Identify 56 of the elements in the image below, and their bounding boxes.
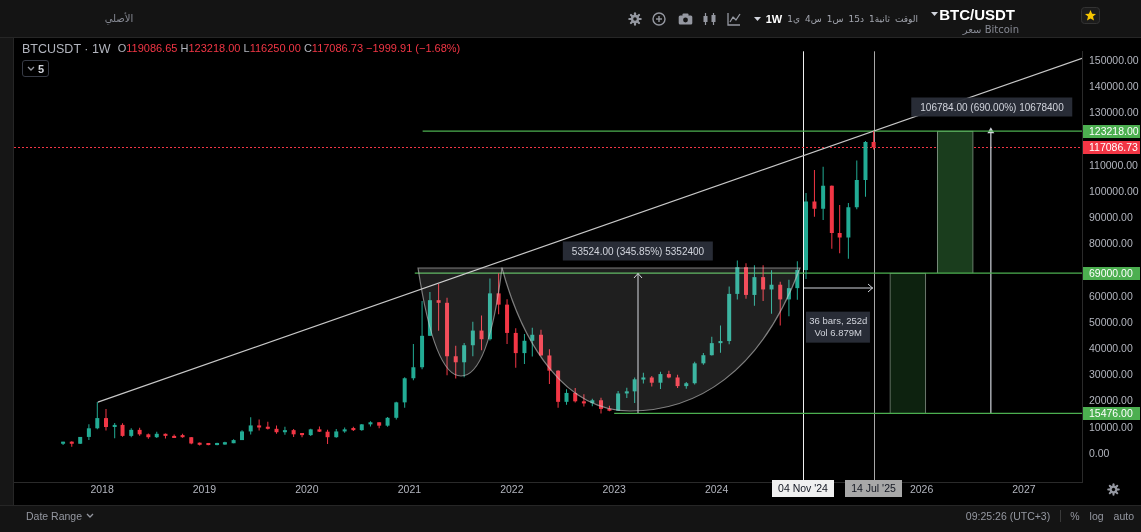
chart-title: BTC/USDT [939,5,1015,23]
candlestick [436,283,441,331]
y-tick-label: 110000.00 [1089,158,1139,171]
text: 09:25:26 (UTC+3) [965,509,1051,522]
text: log [1089,509,1104,522]
text: 15د [848,14,864,24]
x-tick-label: 2026 [909,483,934,496]
candlestick [581,394,586,407]
y-tick-label: 10000.00 [1089,420,1133,433]
annotation: BTCUSDT · 1W [22,41,111,56]
ref-line-label: 04 Nov '24 [778,481,829,494]
x-tick-label: 2023 [602,483,627,496]
x-tick-label: 2018 [90,483,114,496]
text: Date Range [26,509,83,522]
y-tick-label: 80000.00 [1089,237,1133,250]
y-tick-label: 100000.00 [1089,184,1139,197]
x-tick-label: 2022 [500,483,524,496]
y-tick-label: 90000.00 [1089,211,1133,224]
text: O119086.65 H123218.00 L116250.00 C117086.73 −1999.91 (−1.68%) [117,42,461,55]
y-tick-label: 0.00 [1089,446,1110,459]
text: 1س [826,14,844,24]
candlestick [718,325,723,353]
annotation: 36 bars, 252d [809,314,868,327]
y-tick-label: 30000.00 [1089,368,1133,381]
y-tick-label: 140000.00 [1089,80,1139,93]
x-tick-label: 2024 [704,483,729,496]
data-label: 69000.00 [1089,266,1133,279]
ref-line-label: 14 Jul '25 [851,481,896,494]
text: الأصلي [104,12,134,24]
chart-subtitle: سعر Bitcoin [962,23,1019,35]
y-tick-label: 40000.00 [1089,342,1133,355]
x-tick-label: 2019 [192,483,217,496]
text: 1ثانية [868,14,890,24]
x-tick-label: 2020 [295,483,319,496]
toggle-button: 5 [22,60,50,77]
y-tick-label: 50000.00 [1089,315,1133,328]
y-tick-label: 130000.00 [1089,106,1139,119]
annotation: 53524.00 (345.85%) 5352400 [571,244,705,258]
annotation: 5 [38,62,45,75]
text: 4س [804,14,822,24]
y-tick-label: 150000.00 [1089,53,1139,66]
ref-line-label: 117086.73 [1089,140,1139,153]
data-label: 15476.00 [1089,406,1133,419]
annotation: 106784.00 (690.00%) 10678400 [920,100,1064,114]
text: الوقت [894,14,918,24]
text: % [1060,509,1080,522]
data-label: 123218.00 [1089,124,1139,137]
y-tick-label: 20000.00 [1089,394,1133,407]
x-tick-label: 2021 [397,483,422,496]
y-tick-label: 60000.00 [1089,289,1133,302]
text: 1ي [787,14,800,24]
candlestick [837,205,842,254]
text: auto [1113,509,1134,522]
x-tick-label: 2027 [1012,483,1036,496]
text: 1W [765,13,783,25]
annotation: Vol 6.879M [814,327,863,340]
